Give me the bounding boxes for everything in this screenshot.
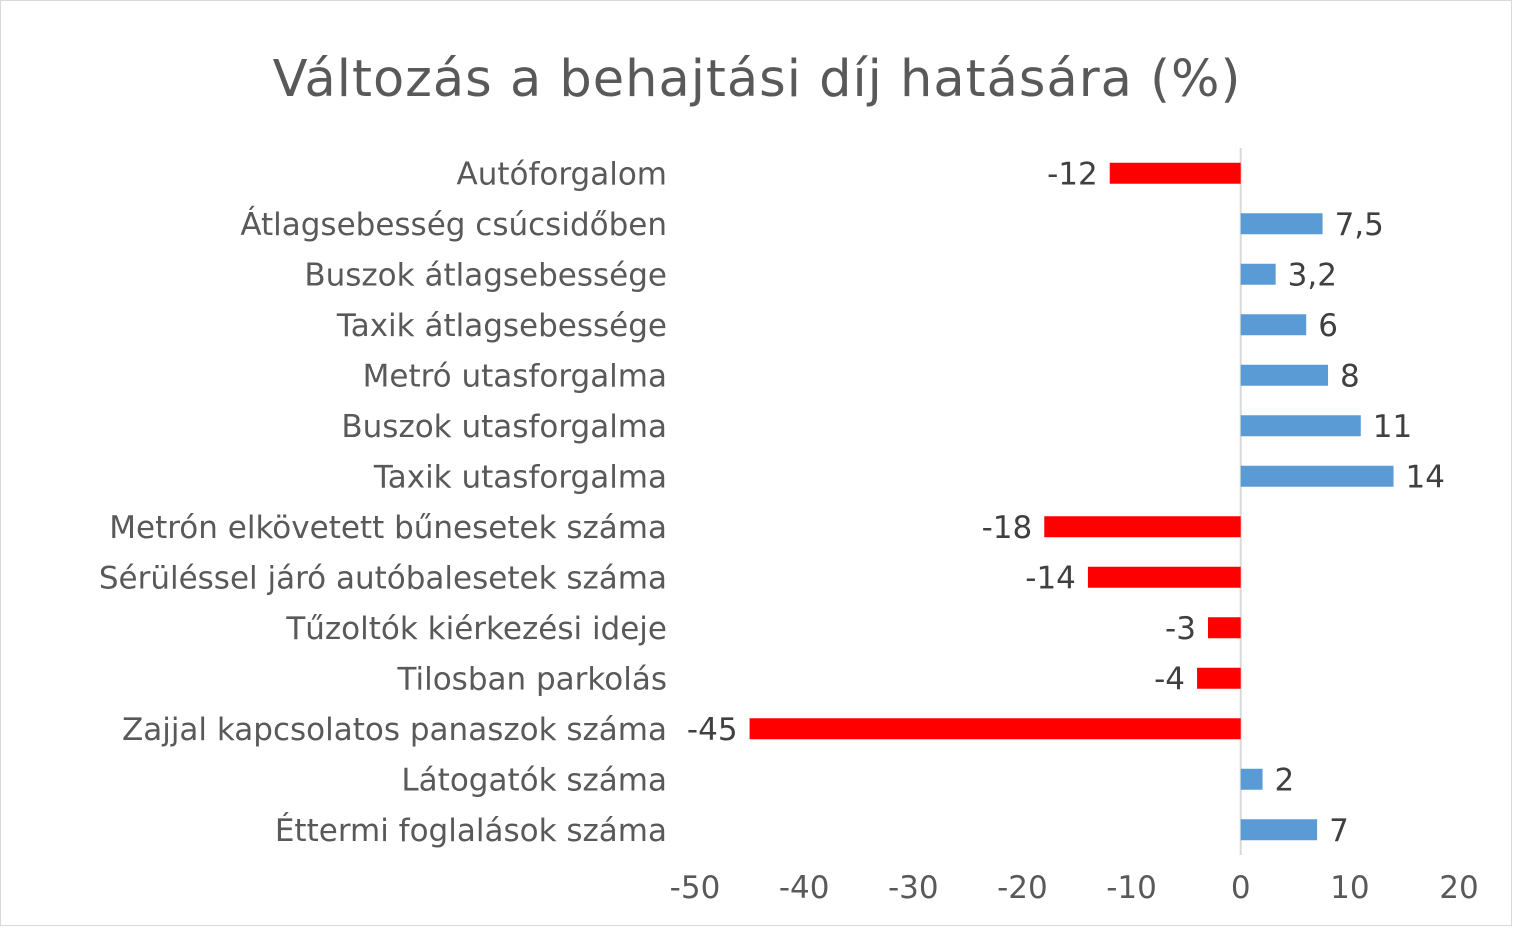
bar [1207, 617, 1241, 639]
bar [1240, 819, 1318, 841]
data-label: 3,2 [1288, 257, 1337, 293]
category-label: Tilosban parkolás [397, 661, 668, 697]
category-label: Éttermi foglalások száma [275, 813, 667, 849]
data-label: 11 [1373, 409, 1412, 445]
bar [1240, 314, 1307, 336]
category-label: Sérüléssel járó autóbalesetek száma [99, 560, 667, 596]
bar [1044, 516, 1241, 538]
category-label: Taxik átlagsebessége [336, 308, 667, 344]
x-tick-label: -50 [670, 870, 721, 906]
data-label: -14 [1025, 560, 1076, 596]
category-label: Látogatók száma [401, 762, 667, 798]
category-label: Autóforgalom [456, 156, 667, 192]
bar [1240, 465, 1394, 487]
data-label: -45 [687, 712, 738, 748]
category-label: Átlagsebesség csúcsidőben [240, 207, 667, 243]
data-label: 6 [1318, 308, 1338, 344]
bar [749, 718, 1241, 740]
data-label: 2 [1275, 762, 1295, 798]
bar [1240, 263, 1276, 285]
x-tick-label: -40 [779, 870, 830, 906]
data-label: 8 [1340, 358, 1360, 394]
x-tick-label: 10 [1330, 870, 1369, 906]
x-tick-label: 20 [1439, 870, 1478, 906]
data-label: -4 [1154, 661, 1185, 697]
bar [1109, 162, 1241, 184]
bar [1240, 768, 1263, 790]
category-label: Buszok átlagsebessége [304, 257, 667, 293]
bar [1197, 667, 1241, 689]
bar [1240, 364, 1329, 386]
x-tick-label: -10 [1106, 870, 1157, 906]
x-tick-label: -30 [888, 870, 939, 906]
category-label: Zajjal kapcsolatos panaszok száma [122, 712, 667, 748]
data-label: 14 [1406, 459, 1445, 495]
category-label: Buszok utasforgalma [341, 409, 667, 445]
data-label: 7 [1329, 813, 1349, 849]
chart-title: Változás a behajtási díj hatására (%) [272, 50, 1242, 109]
bar [1240, 213, 1323, 235]
x-tick-label: -20 [997, 870, 1048, 906]
category-label: Tűzoltók kiérkezési ideje [285, 611, 667, 647]
data-label: -3 [1165, 611, 1196, 647]
x-tick-label: 0 [1231, 870, 1251, 906]
bar [1087, 566, 1241, 588]
bar [1240, 415, 1361, 437]
data-label: -12 [1047, 156, 1098, 192]
category-label: Metró utasforgalma [363, 358, 667, 394]
data-label: 7,5 [1335, 207, 1384, 243]
category-label: Metrón elkövetett bűnesetek száma [109, 510, 667, 546]
category-label: Taxik utasforgalma [373, 459, 667, 495]
data-label: -18 [982, 510, 1033, 546]
